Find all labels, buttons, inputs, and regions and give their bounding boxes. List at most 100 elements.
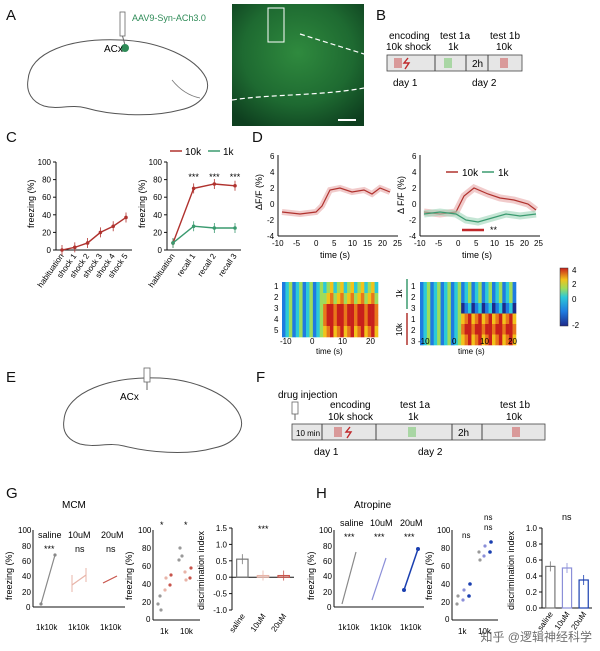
- heat-cell: [509, 324, 513, 335]
- heat-cell: [430, 324, 435, 335]
- heat-cell: [474, 313, 479, 325]
- f-interval: 2h: [458, 428, 469, 439]
- heat-cell: [444, 282, 448, 293]
- f-day2: day 2: [418, 447, 443, 458]
- y-tick-label: 60: [153, 193, 162, 202]
- heat-cell: [306, 293, 310, 305]
- d-legend-10k: 10k: [462, 168, 479, 179]
- heat-cell: [343, 315, 348, 327]
- heat-cell: [423, 282, 428, 293]
- b-day2: day 2: [472, 78, 497, 89]
- svg-text:2: 2: [411, 293, 416, 302]
- svg-text:0: 0: [445, 615, 450, 624]
- heat-cell: [457, 282, 462, 293]
- heat-cell: [512, 292, 517, 304]
- heat-cell: [306, 282, 310, 294]
- svg-text:-10: -10: [280, 337, 292, 346]
- heat-cell: [454, 334, 459, 346]
- y-tick-label: 1.0: [526, 524, 538, 533]
- f-day1: day 1: [314, 447, 339, 458]
- y-tick-label: 0.8: [526, 540, 538, 549]
- heat-cell: [309, 326, 314, 338]
- heat-cell: [292, 282, 297, 294]
- heat-cell: [364, 315, 369, 327]
- heat-cell: [306, 315, 310, 327]
- brain-outline: [27, 39, 208, 116]
- heat-cell: [292, 326, 297, 338]
- panel-c: C 10k 1k 0 20 40 60 80 100 freezing (%) habitua…: [6, 129, 241, 289]
- svg-text:80: 80: [142, 544, 151, 553]
- h-x1k: 1k: [458, 627, 467, 636]
- sig-stars: ***: [209, 172, 220, 182]
- panel-f: F drug injection encoding 10k shock test…: [256, 369, 546, 458]
- heat-cell: [360, 304, 365, 316]
- heat-cell: [440, 313, 445, 325]
- heat-cell: [502, 292, 507, 304]
- heat-cell: [347, 304, 351, 316]
- heat-cell: [502, 313, 507, 325]
- heat-cell: [295, 304, 300, 316]
- speaker-icon: [394, 58, 402, 68]
- y-tick-label: 0: [47, 246, 52, 255]
- heat-cell: [433, 334, 438, 346]
- heat-cell: [430, 282, 435, 293]
- heat-cell: [336, 326, 341, 338]
- heat-cell: [302, 315, 307, 327]
- h-x10k: 10k: [478, 627, 492, 636]
- heat-cell: [468, 334, 472, 346]
- heat-cell: [468, 313, 472, 325]
- shock-icon: [344, 426, 353, 439]
- heat-cell: [502, 324, 507, 335]
- heat-cell: [454, 303, 459, 314]
- heat-cell: [282, 304, 286, 316]
- y-tick-label: 40: [153, 211, 162, 220]
- x-tick-label: recall 3: [216, 252, 238, 279]
- heat-cell: [509, 313, 513, 325]
- heat-cell: [319, 282, 324, 294]
- heat-cell: [471, 324, 476, 335]
- svg-text:20: 20: [520, 239, 529, 248]
- heat-cell: [474, 334, 479, 346]
- heat-cell: [423, 303, 428, 314]
- g-title: MCM: [62, 500, 86, 511]
- heat-cell: [285, 282, 290, 294]
- heat-cell: [333, 293, 338, 305]
- g-sig-saline: ***: [44, 544, 55, 554]
- heat-cell: [330, 315, 334, 327]
- svg-text:40: 40: [22, 572, 31, 581]
- x-tick-label: recall 2: [196, 252, 218, 279]
- svg-text:0: 0: [456, 239, 461, 248]
- heat-cell: [492, 313, 496, 325]
- d-xlabel: time (s): [320, 250, 350, 260]
- heat-cell: [471, 334, 476, 346]
- heat-cell: [347, 293, 351, 305]
- b-test1b-sub: 10k: [496, 42, 513, 53]
- heat-cell: [433, 282, 438, 293]
- heat-cell: [360, 282, 365, 294]
- heat-cell: [326, 293, 331, 305]
- heat-cell: [447, 292, 452, 304]
- heat-cell: [468, 282, 472, 293]
- heat-cell: [512, 282, 517, 293]
- heat-cell: [302, 326, 307, 338]
- heat-cell: [498, 282, 503, 293]
- heat-cell: [316, 315, 321, 327]
- heat-cell: [336, 293, 341, 305]
- heat-cell: [426, 282, 431, 293]
- f-wait: 10 min: [296, 429, 320, 438]
- heat-cell: [326, 304, 331, 316]
- panel-letter-e: E: [6, 369, 16, 386]
- heat-cell: [437, 303, 441, 314]
- heat-cell: [474, 303, 479, 314]
- heat-cell: [364, 326, 369, 338]
- y-tick-label: 0.4: [526, 572, 538, 581]
- heat-cell: [299, 293, 303, 305]
- cannula-icon: [143, 367, 151, 383]
- heat-cell: [509, 282, 513, 293]
- heat-cell: [474, 292, 479, 304]
- heat-cell: [440, 292, 445, 304]
- heat-cell: [440, 324, 445, 335]
- g-group-10uM: 10uM: [68, 530, 91, 540]
- heat-cell: [350, 282, 355, 294]
